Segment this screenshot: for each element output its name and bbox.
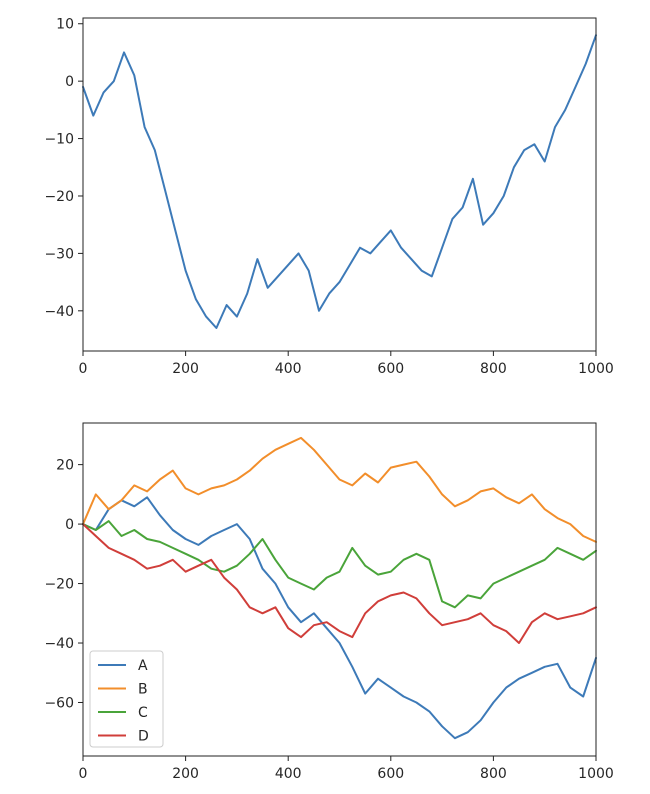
x-tick-label: 800 xyxy=(480,766,507,782)
legend-label-c: C xyxy=(138,705,148,721)
x-tick-label: 400 xyxy=(275,361,302,377)
y-tick-label: −10 xyxy=(44,132,74,148)
legend-label-b: B xyxy=(138,682,148,698)
plot-frame xyxy=(82,17,597,352)
legend-box xyxy=(89,650,164,748)
x-tick-label: 600 xyxy=(377,361,404,377)
x-tick-label: 0 xyxy=(79,361,88,377)
y-tick-label: −60 xyxy=(44,695,74,711)
series-line-main xyxy=(82,34,597,329)
y-tick-label: −20 xyxy=(44,189,74,205)
y-tick-label: 20 xyxy=(56,458,74,474)
x-tick-label: 0 xyxy=(79,766,88,782)
y-tick-label: −40 xyxy=(44,636,74,652)
x-tick-label: 600 xyxy=(377,766,404,782)
x-tick-label: 1000 xyxy=(578,361,614,377)
x-tick-label: 800 xyxy=(480,361,507,377)
y-tick-label: −20 xyxy=(44,577,74,593)
series-line-b xyxy=(82,436,597,543)
y-tick-label: −30 xyxy=(44,246,74,262)
series-line-c xyxy=(82,520,597,609)
y-tick-label: −40 xyxy=(44,304,74,320)
series-line-d xyxy=(82,523,597,644)
x-tick-label: 200 xyxy=(172,766,199,782)
legend-label-d: D xyxy=(138,729,149,745)
x-tick-label: 200 xyxy=(172,361,199,377)
series-line-a xyxy=(82,496,597,740)
x-tick-label: 400 xyxy=(275,766,302,782)
y-tick-label: 0 xyxy=(65,517,74,533)
chart-top: 0 200 400 600 800 1000 10 0 −10 −20 −30 −40 xyxy=(44,17,613,377)
y-tick-label: 0 xyxy=(65,74,74,90)
y-tick-label: 10 xyxy=(56,17,74,33)
x-tick-label: 1000 xyxy=(578,766,614,782)
legend-label-a: A xyxy=(138,658,148,674)
plot-frame xyxy=(82,422,597,757)
